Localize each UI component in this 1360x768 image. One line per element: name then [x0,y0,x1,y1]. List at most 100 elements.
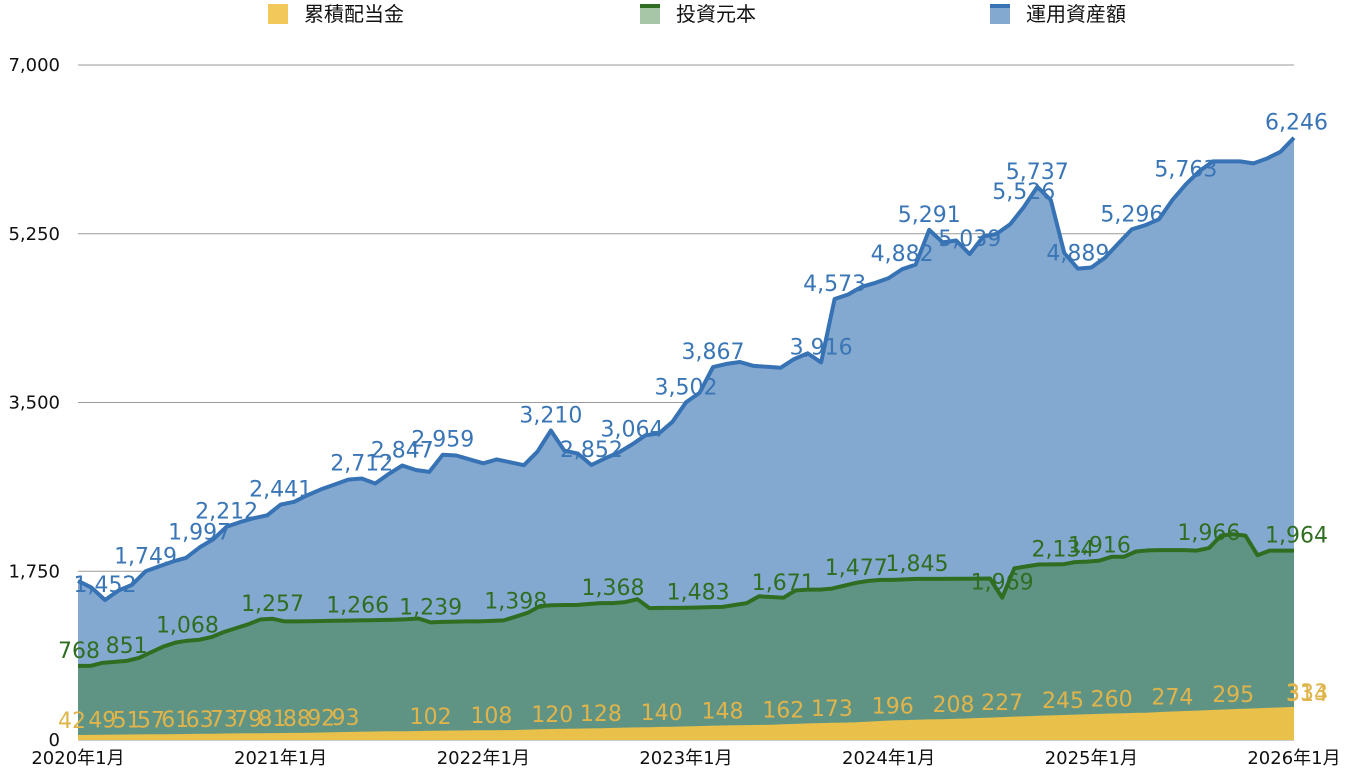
y-tick-label: 5,250 [8,224,60,245]
data-label-assets: 2,212 [195,500,258,525]
data-label-dividend: 260 [1091,688,1133,713]
data-label-dividend: 314 [1286,682,1328,707]
legend-swatch-assets-line [990,4,1010,8]
data-label-assets: 3,064 [600,418,663,443]
line-assets [77,136,1296,602]
x-tick-label: 2021年1月 [234,748,327,768]
axes: 0 1,750 3,500 5,250 7,000 2020年1月 2021年1月 2022年… [8,55,1340,768]
data-label-dividend: 140 [641,701,683,726]
data-label-dividend: 49 [88,709,116,734]
data-label-dividend: 128 [580,702,622,727]
legend-label-principal: 投資元本 [676,2,756,26]
data-label-assets: 3,916 [790,335,853,360]
data-label-principal: 1,368 [582,576,645,601]
data-label-assets: 6,246 [1265,111,1328,136]
data-label-dividend: 208 [933,693,975,718]
legend-label-assets: 運用資産額 [1026,2,1126,26]
data-label-principal: 1,257 [241,592,304,617]
data-label-assets: 5,737 [1006,160,1069,185]
data-label-principal: 1,398 [484,590,547,615]
legend-swatch-principal-line [640,4,660,8]
data-label-principal: 851 [106,634,148,659]
data-label-assets: 2,852 [560,438,623,463]
data-label-assets: 2,959 [411,428,474,453]
x-tick-label: 2026年1月 [1247,748,1340,768]
line-principal [78,532,1294,668]
data-label-principal: 2,134 [1031,537,1094,562]
data-label-principal: 1,845 [886,552,949,577]
data-label-assets: 5,039 [938,227,1001,252]
data-label-dividend: 51 [113,708,141,733]
data-label-principal: 1,266 [326,593,389,618]
data-label-assets: 4,573 [803,272,866,297]
data-label-principal: 1,916 [1068,534,1131,559]
data-label-principal: 1,239 [399,595,462,620]
x-tick-label: 2022年1月 [437,748,530,768]
data-label-assets: 5,291 [898,203,961,228]
data-label-dividend: 42 [58,709,86,734]
data-label-dividend: 79 [234,707,262,732]
data-label-assets: 1,997 [168,520,231,545]
data-label-dividend: 162 [762,698,804,723]
data-label-assets: 4,889 [1046,242,1109,267]
data-label-assets: 2,441 [249,478,312,503]
data-label-assets: 1,452 [74,573,137,598]
data-label-dividend: 81 [259,707,287,732]
data-label-principal: 1,964 [1265,524,1328,549]
data-label-assets: 4,882 [871,242,934,267]
data-label-assets: 5,296 [1100,202,1163,227]
data-label-dividend: 333 [1286,681,1328,706]
data-label-principal: 768 [58,639,100,664]
data-label-dividend: 245 [1042,689,1084,714]
data-label-principal: 1,483 [667,581,730,606]
legend-label-dividend: 累積配当金 [304,2,404,26]
legend: 累積配当金 投資元本 運用資産額 [268,2,1126,26]
data-label-principal: 1,671 [752,571,815,596]
y-tick-label: 0 [49,730,60,751]
data-label-dividend: 148 [701,700,743,725]
data-label-principal: 1,068 [156,614,219,639]
legend-swatch-dividend [268,4,288,24]
data-label-principal: 1,477 [825,556,888,581]
data-label-dividend: 93 [332,706,360,731]
data-label-dividend: 173 [811,697,853,722]
data-label-assets: 2,712 [330,451,393,476]
legend-swatch-principal [640,4,660,24]
data-label-dividend: 92 [307,707,335,732]
data-label-dividend: 73 [210,708,238,733]
data-label-dividend: 120 [531,703,573,728]
x-tick-label: 2024年1月 [842,748,935,768]
data-label-dividend: 102 [410,705,452,730]
data-label-assets: 5,526 [992,180,1055,205]
x-tick-label: 2020年1月 [31,748,124,768]
data-label-dividend: 61 [161,708,189,733]
data-label-assets: 1,749 [114,544,177,569]
area-principal [78,534,1294,740]
data-label-assets: 5,763 [1154,157,1217,182]
legend-swatch-assets [990,4,1010,24]
area-dividend [78,707,1294,740]
plot-area [77,136,1296,740]
y-tick-label: 1,750 [8,561,60,582]
x-tick-label: 2025年1月 [1045,748,1138,768]
data-label-principal: 1,966 [1177,521,1240,546]
y-tick-label: 7,000 [8,55,60,76]
data-label-dividend: 196 [872,694,914,719]
data-label-dividend: 63 [186,708,214,733]
data-label-dividend: 57 [137,708,165,733]
data-label-dividend: 295 [1212,683,1254,708]
data-label-dividend: 88 [283,707,311,732]
data-label-dividend: 274 [1151,686,1193,711]
x-tick-label: 2023年1月 [639,748,732,768]
line-dividend [77,706,1295,737]
data-label-dividend: 227 [981,691,1023,716]
data-label-assets: 3,867 [682,340,745,365]
data-label-assets: 2,847 [371,438,434,463]
data-label-dividend: 108 [470,704,512,729]
y-tick-label: 3,500 [8,393,60,414]
data-label-principal: 1,969 [971,571,1034,596]
data-label-assets: 3,210 [519,403,582,428]
data-label-assets: 3,502 [655,375,718,400]
